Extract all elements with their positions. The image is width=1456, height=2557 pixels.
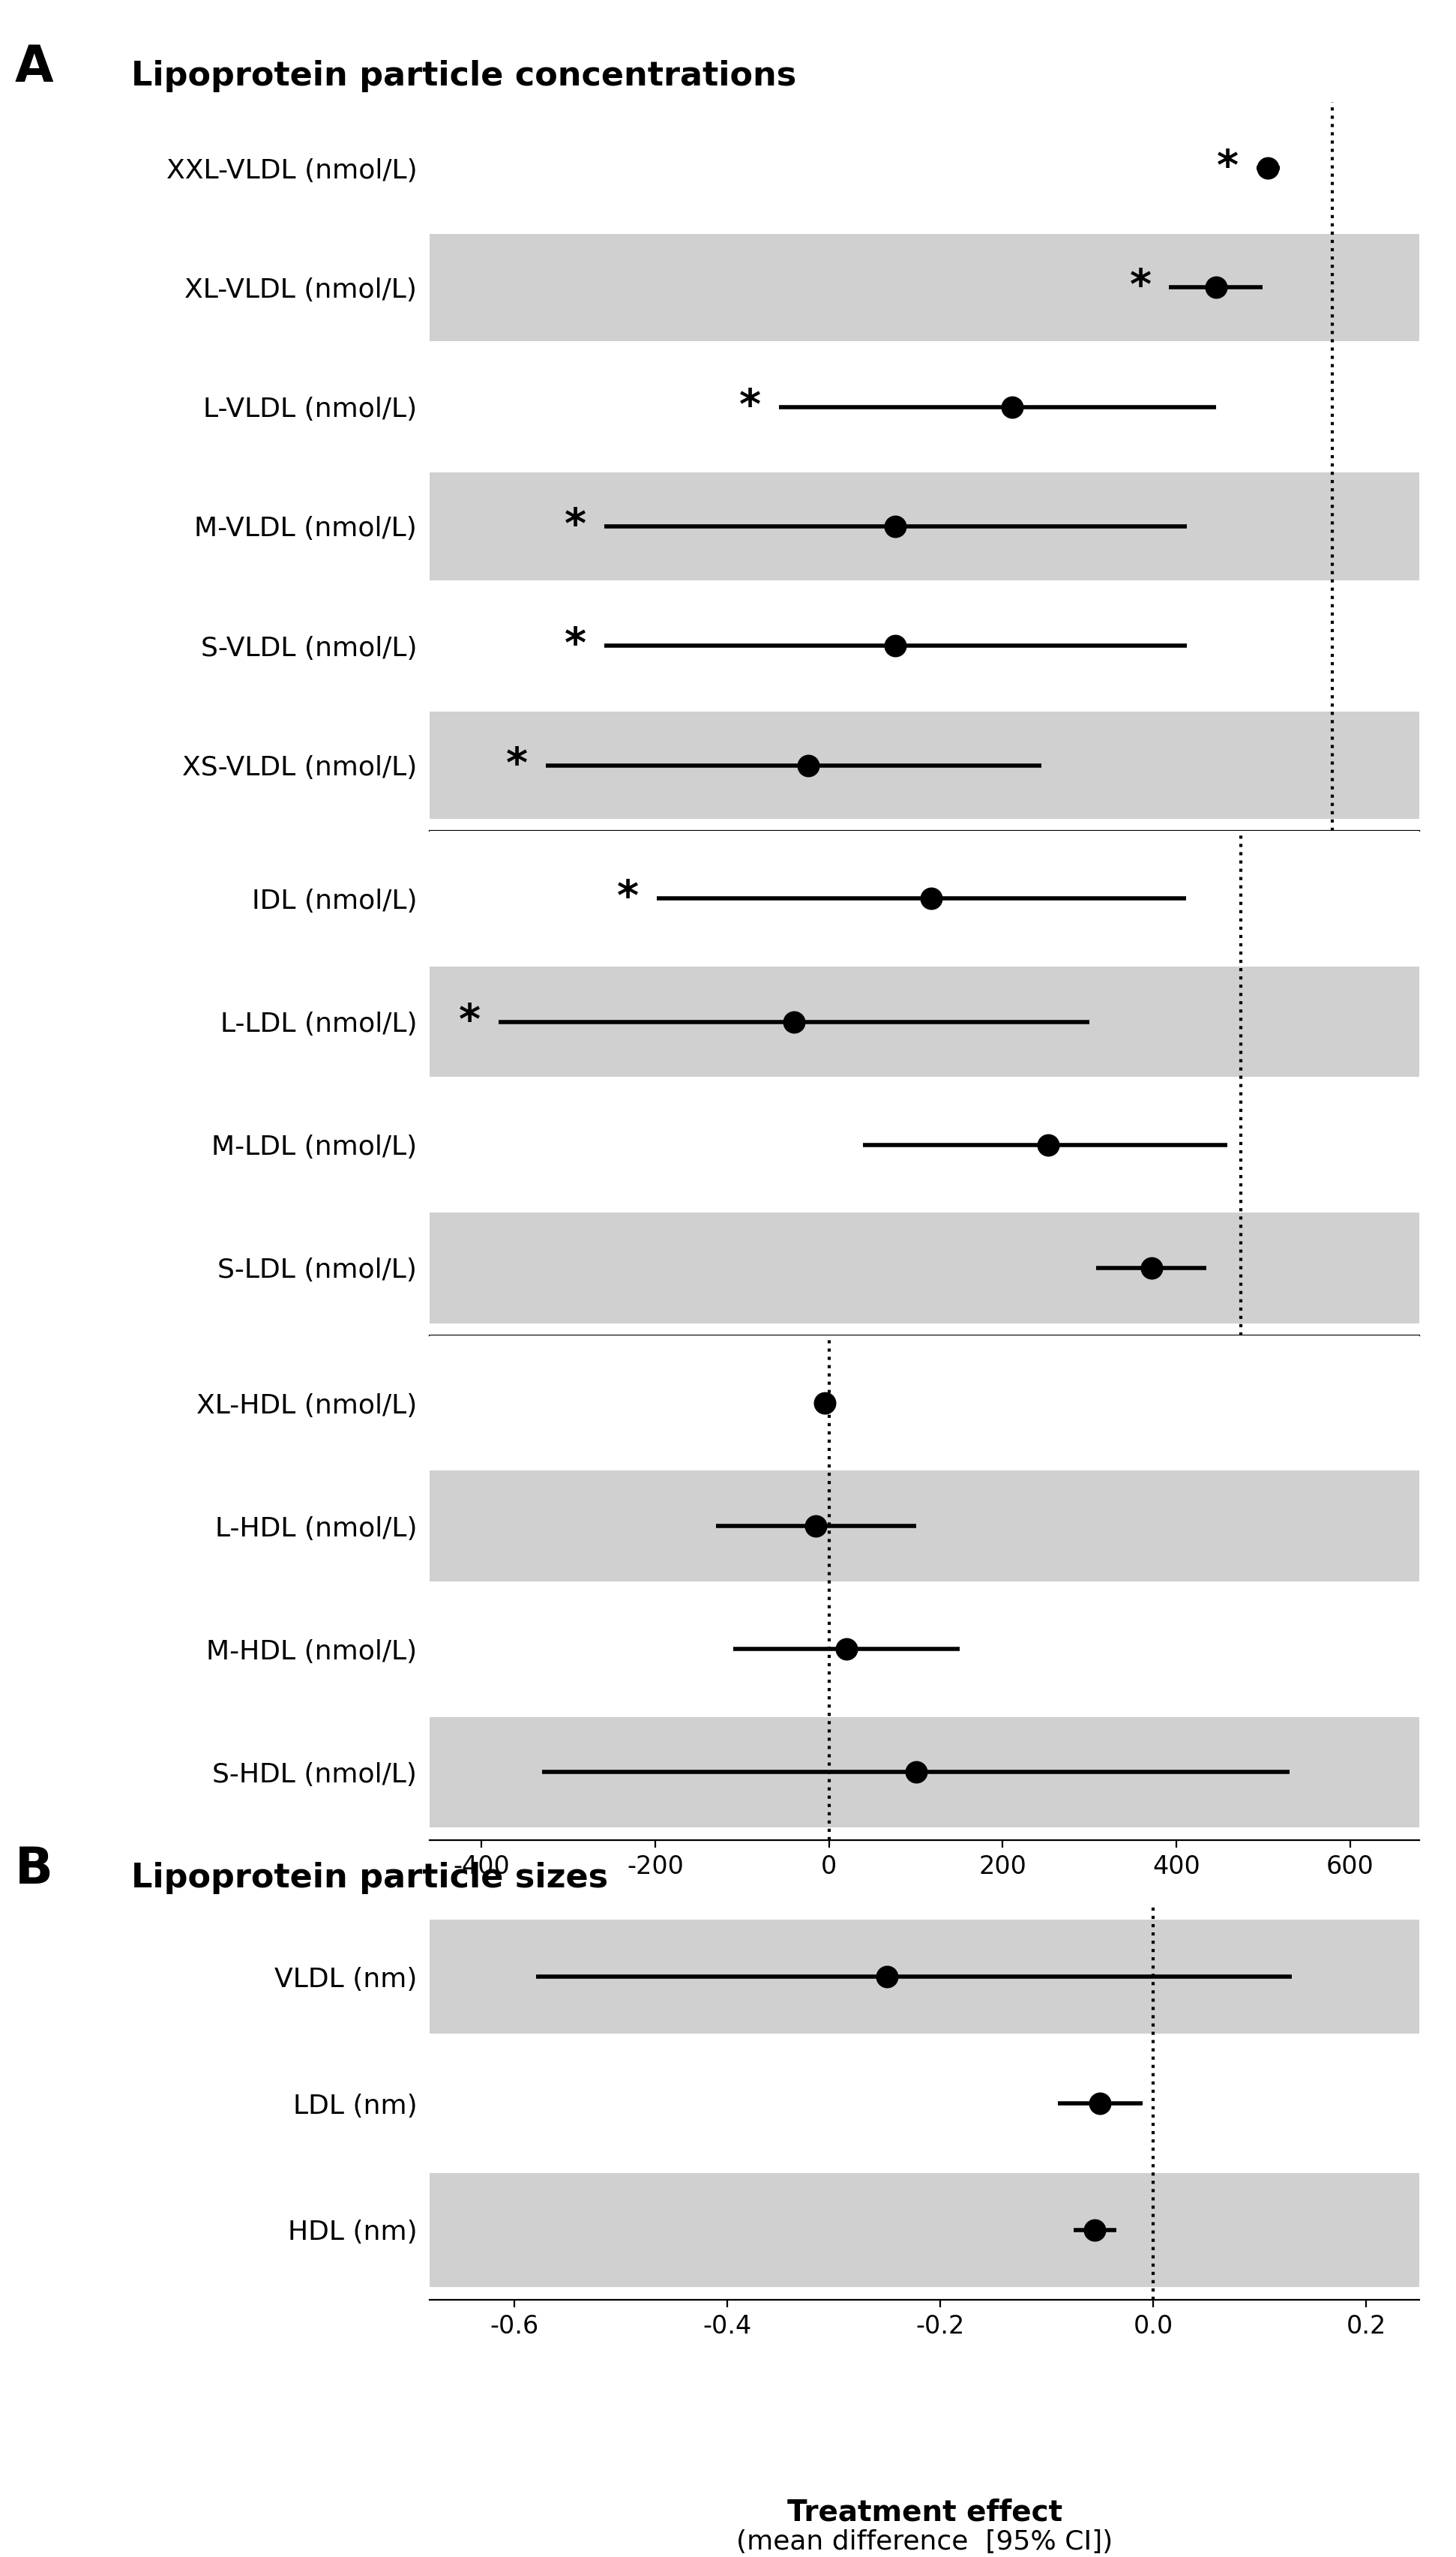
Text: *: * bbox=[459, 1002, 480, 1041]
Text: A: A bbox=[15, 43, 54, 92]
Bar bbox=[430, 473, 1420, 580]
Text: B: B bbox=[15, 1846, 52, 1895]
Bar bbox=[430, 233, 1420, 340]
Text: *: * bbox=[565, 626, 587, 665]
Text: Treatment effect: Treatment effect bbox=[786, 2498, 1063, 2526]
Bar bbox=[430, 1470, 1420, 1583]
Bar bbox=[430, 1212, 1420, 1322]
Text: *: * bbox=[1130, 266, 1152, 307]
Text: *: * bbox=[507, 744, 529, 785]
Bar bbox=[430, 711, 1420, 818]
Bar bbox=[430, 1920, 1420, 2033]
Text: *: * bbox=[617, 880, 639, 918]
Text: *: * bbox=[565, 506, 587, 547]
Text: *: * bbox=[740, 386, 761, 427]
Text: (mean difference  [95% CI]): (mean difference [95% CI]) bbox=[737, 2529, 1112, 2554]
Text: Lipoprotein particle concentrations: Lipoprotein particle concentrations bbox=[131, 59, 796, 92]
Text: *: * bbox=[1217, 148, 1239, 189]
Bar bbox=[430, 967, 1420, 1076]
Text: Lipoprotein particle sizes: Lipoprotein particle sizes bbox=[131, 1861, 609, 1895]
Bar bbox=[430, 1716, 1420, 1828]
Bar bbox=[430, 2173, 1420, 2286]
